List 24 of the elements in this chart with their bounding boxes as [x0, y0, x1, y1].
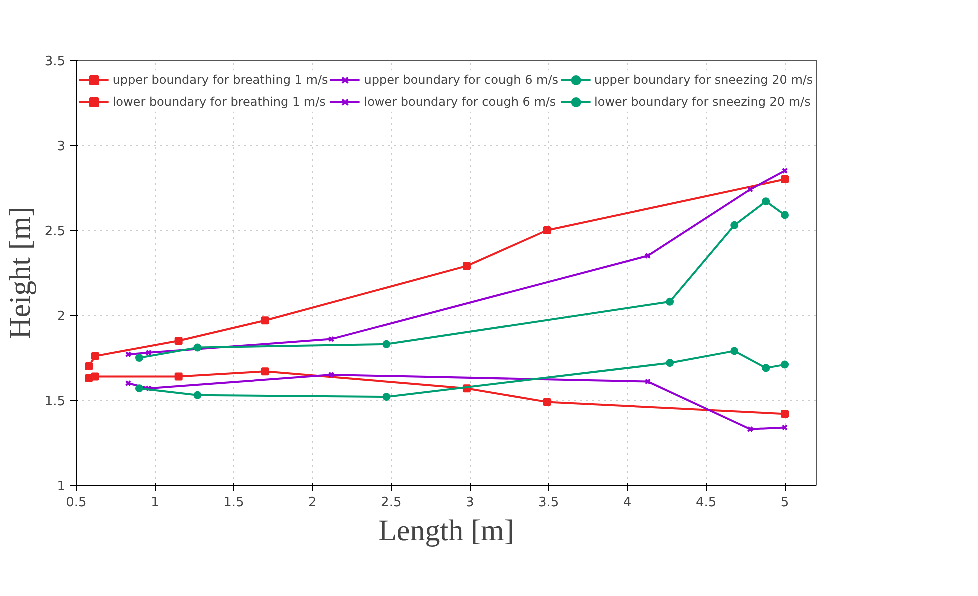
y-tick-label: 2	[57, 310, 66, 324]
y-tick-label: 3.5	[44, 54, 66, 70]
x-tick-label: 4.5	[696, 496, 717, 510]
y-tick-label: 1	[57, 480, 66, 494]
x-tick-label: 5	[780, 496, 790, 510]
legend-label: lower boundary for cough 6 m/s	[364, 95, 556, 109]
x-tick-label: 4	[623, 496, 632, 510]
x-tick-label: 2	[308, 496, 317, 510]
x-tick-label: 3	[466, 496, 474, 510]
y-tick-label: 3	[57, 140, 66, 154]
x-tick-label: 1.5	[224, 496, 244, 510]
y-tick-label: 2.5	[44, 224, 66, 240]
legend-label: upper boundary for breathing 1 m/s	[112, 73, 328, 87]
legend-label: lower boundary for sneezing 20 m/s	[594, 95, 811, 109]
x-tick-label: 2.5	[381, 496, 402, 510]
y-axis-title: Height [m]	[4, 206, 37, 340]
y-tick-label: 1.5	[44, 394, 66, 410]
legend-label: lower boundary for breathing 1 m/s	[112, 95, 326, 109]
x-tick-label: 1	[151, 496, 160, 510]
x-tick-label: 0.5	[66, 496, 87, 510]
x-axis-title: Length [m]	[378, 514, 514, 548]
legend-label: upper boundary for cough 6 m/s	[364, 73, 559, 87]
legend-label: upper boundary for sneezing 20 m/s	[594, 73, 814, 87]
x-tick-label: 3.5	[538, 496, 560, 510]
